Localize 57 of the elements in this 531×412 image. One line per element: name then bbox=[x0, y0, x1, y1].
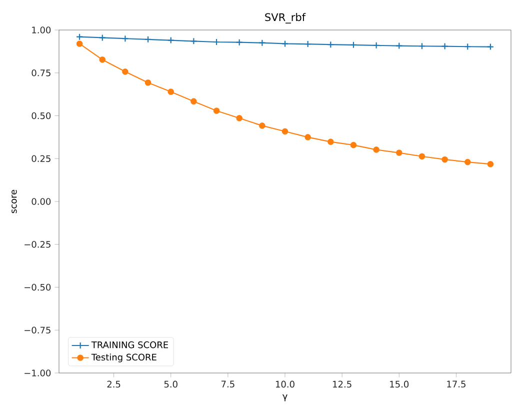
point bbox=[396, 150, 402, 156]
y-tick-label: 0.75 bbox=[32, 69, 50, 76]
y-tick-label: 0.00 bbox=[32, 198, 51, 205]
point bbox=[236, 114, 242, 122]
y-tick-label: −0.75 bbox=[24, 326, 50, 334]
y-tick-label: −1.00 bbox=[24, 370, 51, 376]
x-tick-label: 2.5 bbox=[107, 380, 120, 388]
point bbox=[464, 43, 472, 50]
y-axis-title: score bbox=[12, 190, 17, 214]
point bbox=[328, 138, 334, 145]
y-tick-label: 0.25 bbox=[32, 155, 50, 162]
x-tick-label: 17.5 bbox=[447, 380, 466, 388]
point bbox=[327, 41, 334, 48]
point bbox=[282, 128, 288, 134]
point bbox=[258, 39, 266, 46]
point bbox=[190, 98, 197, 104]
point bbox=[144, 79, 152, 86]
chart-title: SVR_rbf bbox=[265, 13, 306, 24]
point bbox=[418, 153, 426, 160]
point bbox=[76, 40, 83, 47]
y-tick-label: −0.50 bbox=[24, 284, 51, 291]
point bbox=[122, 68, 128, 75]
point bbox=[167, 36, 174, 44]
legend-label: TRAINING SCORE bbox=[91, 341, 168, 348]
point bbox=[99, 56, 106, 63]
x-tick-label: 12.5 bbox=[333, 380, 352, 388]
y-tick-label: −0.25 bbox=[24, 240, 50, 248]
x-tick-label: 7.5 bbox=[222, 380, 234, 388]
point bbox=[441, 42, 448, 50]
point bbox=[396, 42, 403, 50]
x-axis-title: γ bbox=[282, 394, 288, 402]
point bbox=[212, 38, 220, 46]
point bbox=[487, 160, 494, 168]
point bbox=[259, 122, 266, 129]
point bbox=[236, 38, 243, 46]
point bbox=[304, 40, 312, 48]
point bbox=[281, 40, 289, 48]
point bbox=[464, 158, 471, 166]
point bbox=[168, 88, 174, 95]
point bbox=[373, 146, 380, 153]
point bbox=[350, 142, 357, 148]
point bbox=[213, 108, 220, 114]
x-tick-label: 10.0 bbox=[276, 380, 294, 388]
point bbox=[304, 134, 311, 140]
y-tick-label: 1.00 bbox=[32, 26, 51, 34]
point bbox=[350, 41, 358, 48]
legend-label: Testing SCORE bbox=[91, 354, 156, 362]
x-tick-label: 15.0 bbox=[390, 380, 409, 388]
point bbox=[442, 156, 448, 163]
point bbox=[98, 34, 106, 42]
y-tick-label: 0.50 bbox=[32, 112, 51, 120]
point bbox=[122, 35, 129, 42]
x-tick-label: 5.0 bbox=[164, 380, 178, 388]
point bbox=[190, 38, 198, 45]
point bbox=[418, 42, 426, 50]
point bbox=[144, 36, 152, 43]
point bbox=[372, 42, 380, 49]
